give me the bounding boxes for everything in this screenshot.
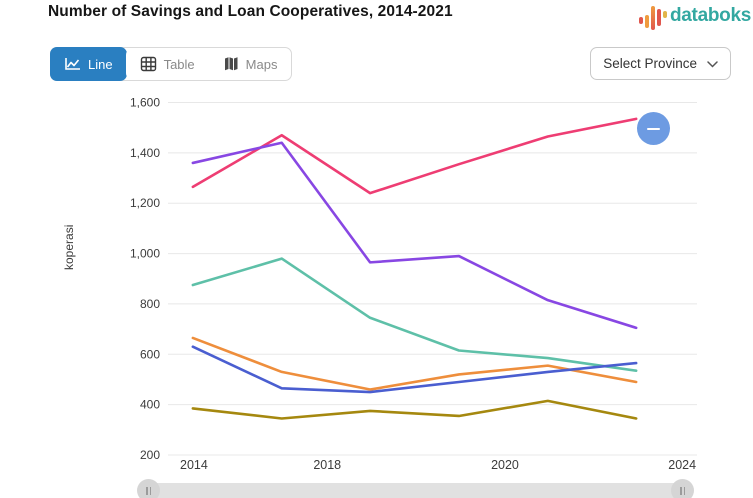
series-purple <box>191 141 638 330</box>
tab-maps[interactable]: Maps <box>208 48 292 80</box>
series-orange <box>191 336 638 391</box>
chart-type-tabs: Line Table Maps <box>50 47 293 81</box>
series-pink <box>191 117 638 195</box>
tab-line[interactable]: Line <box>50 47 127 81</box>
series-blue <box>191 345 638 394</box>
line-chart-plot[interactable]: 200 400 600 800 1,000 1,200 1,400 1,600 2014 2018… <box>0 86 753 478</box>
range-handle-right[interactable] <box>671 479 694 498</box>
map-icon <box>223 56 239 72</box>
y-tick-label: 600 <box>140 347 160 361</box>
zoom-out-button[interactable] <box>637 112 670 145</box>
drag-handle-icon <box>145 486 148 495</box>
series-olive <box>191 399 638 420</box>
line-chart-icon <box>64 57 81 72</box>
range-scrollbar-track[interactable] <box>148 483 692 498</box>
x-tick-label: 2020 <box>491 458 519 472</box>
tab-table-label: Table <box>163 56 195 72</box>
chevron-down-icon <box>707 56 718 71</box>
table-icon <box>140 56 157 72</box>
y-tick-label: 1,400 <box>130 146 160 160</box>
range-handle-left[interactable] <box>137 479 160 498</box>
x-tick-label: 2024 <box>668 458 696 472</box>
series-teal <box>191 257 638 372</box>
province-select-label: Select Province <box>603 56 697 71</box>
databoks-logo-icon <box>638 4 667 30</box>
x-tick-label: 2018 <box>313 458 341 472</box>
tab-table[interactable]: Table <box>125 48 209 80</box>
drag-handle-icon <box>679 486 682 495</box>
y-tick-label: 200 <box>140 448 160 462</box>
y-tick-label: 800 <box>140 297 160 311</box>
tab-line-label: Line <box>88 56 113 72</box>
y-tick-label: 1,200 <box>130 196 160 210</box>
minus-icon <box>647 127 660 130</box>
tab-maps-label: Maps <box>245 56 278 72</box>
x-tick-label: 2014 <box>180 458 208 472</box>
y-tick-label: 1,000 <box>130 247 160 261</box>
brand-name: databoks <box>669 5 751 26</box>
databoks-logo: databoks <box>638 3 751 30</box>
province-select[interactable]: Select Province <box>590 47 731 80</box>
y-tick-label: 400 <box>140 398 160 412</box>
page-title: Number of Savings and Loan Cooperatives,… <box>48 3 453 20</box>
y-tick-label: 1,600 <box>130 96 160 110</box>
